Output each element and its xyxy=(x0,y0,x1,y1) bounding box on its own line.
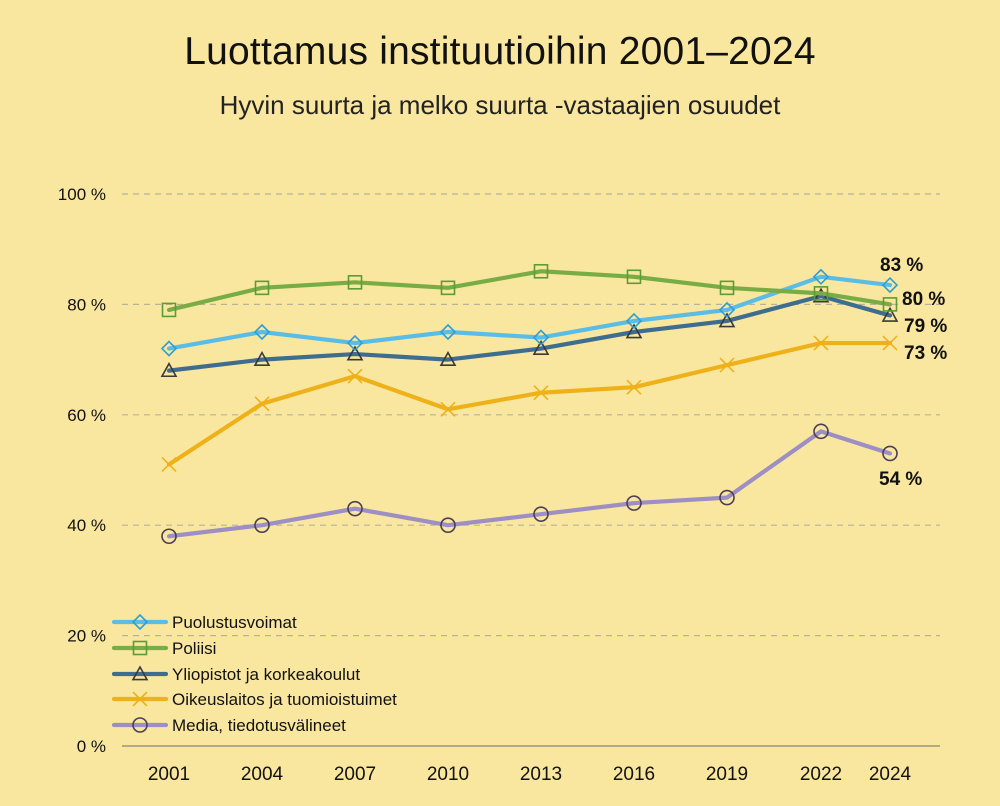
triangle-marker xyxy=(532,339,550,355)
circle-marker xyxy=(347,500,363,517)
y-tick-label: 40 % xyxy=(67,516,106,535)
legend-label: Yliopistot ja korkeakoulut xyxy=(172,665,360,684)
diamond-marker xyxy=(881,276,899,294)
legend-label: Media, tiedotusvälineet xyxy=(172,716,346,735)
diamond-marker xyxy=(718,301,736,319)
x-marker xyxy=(533,385,549,401)
series-4 xyxy=(161,423,898,545)
x-marker xyxy=(161,456,177,473)
end-label: 54 % xyxy=(879,469,922,490)
square-marker xyxy=(132,640,148,656)
x-tick-label: 2024 xyxy=(869,764,912,785)
series-3 xyxy=(161,335,898,473)
circle-marker xyxy=(254,517,270,534)
x-tick-label: 2016 xyxy=(613,764,655,785)
series-line xyxy=(166,294,893,373)
legend: Puolustusvoimat Poliisi Yliopistot ja kork… xyxy=(111,613,397,735)
square-marker xyxy=(626,269,642,285)
diamond-marker xyxy=(253,323,271,341)
circle-marker xyxy=(132,717,148,733)
square-marker xyxy=(440,280,456,296)
x-tick-label: 2013 xyxy=(520,764,562,785)
x-tick-label: 2007 xyxy=(334,764,376,785)
square-marker xyxy=(347,275,363,290)
square-marker xyxy=(813,286,829,301)
triangle-marker xyxy=(881,306,899,322)
diamond-marker xyxy=(532,329,550,346)
x-marker xyxy=(719,357,735,373)
end-label: 73 % xyxy=(904,343,947,364)
legend-item: Puolustusvoimat xyxy=(111,613,297,632)
x-marker xyxy=(254,396,270,412)
end-label: 80 % xyxy=(902,289,945,310)
circle-marker xyxy=(161,528,177,545)
circle-marker xyxy=(719,489,735,506)
y-tick-label: 20 % xyxy=(67,627,106,646)
series-line xyxy=(166,269,893,313)
x-tick-label: 2004 xyxy=(241,764,284,785)
square-marker xyxy=(161,302,177,318)
legend-item: Media, tiedotusvälineet xyxy=(111,716,346,735)
legend-item: Yliopistot ja korkeakoulut xyxy=(111,665,360,684)
legend-label: Puolustusvoimat xyxy=(172,613,297,632)
legend-label: Oikeuslaitos ja tuomioistuimet xyxy=(172,690,397,709)
triangle-marker xyxy=(346,345,364,361)
diamond-marker xyxy=(625,312,643,330)
end-label: 83 % xyxy=(880,255,923,276)
y-tick-label: 0 % xyxy=(77,737,106,756)
triangle-marker xyxy=(718,312,736,328)
square-marker xyxy=(882,297,898,312)
diamond-marker xyxy=(812,268,830,285)
diamond-marker xyxy=(439,323,457,341)
circle-marker xyxy=(813,423,829,440)
diamond-marker xyxy=(346,334,364,352)
series-line xyxy=(166,429,893,539)
circle-marker xyxy=(440,517,456,534)
diamond-marker xyxy=(160,340,178,357)
y-tick-label: 80 % xyxy=(67,295,106,314)
end-label: 79 % xyxy=(904,316,947,337)
square-marker xyxy=(254,280,270,296)
diamond-marker xyxy=(131,613,149,631)
x-marker xyxy=(882,335,898,351)
x-marker xyxy=(347,368,363,384)
square-marker xyxy=(533,263,549,279)
series-1 xyxy=(161,263,898,318)
series-line xyxy=(166,274,893,351)
square-marker xyxy=(719,280,735,296)
x-marker xyxy=(626,379,642,395)
legend-item: Poliisi xyxy=(111,639,216,658)
chart-title: Luottamus instituutioihin 2001–2024 xyxy=(184,30,816,73)
triangle-marker xyxy=(439,350,457,366)
y-tick-label: 60 % xyxy=(67,406,106,425)
chart-subtitle: Hyvin suurta ja melko suurta -vastaajien… xyxy=(219,90,781,120)
end-value-labels: 83 % 80 % 79 % 73 % 54 % xyxy=(879,255,947,490)
series-lines xyxy=(160,263,899,545)
x-axis-tick-labels: 2001 2004 2007 2010 2013 2016 2019 2022 2024 xyxy=(148,764,912,785)
circle-marker xyxy=(626,495,642,511)
circle-marker xyxy=(533,506,549,522)
x-tick-label: 2022 xyxy=(800,764,842,785)
x-tick-label: 2019 xyxy=(706,764,748,785)
series-0 xyxy=(160,268,899,357)
series-line xyxy=(166,340,893,467)
triangle-marker xyxy=(131,665,149,681)
legend-label: Poliisi xyxy=(172,639,216,658)
triangle-marker xyxy=(160,361,178,378)
x-marker xyxy=(132,691,148,707)
triangle-marker xyxy=(253,350,271,366)
x-tick-label: 2010 xyxy=(427,764,469,785)
x-tick-label: 2001 xyxy=(148,764,190,785)
triangle-marker xyxy=(625,323,643,339)
legend-item: Oikeuslaitos ja tuomioistuimet xyxy=(111,690,397,709)
y-axis-tick-labels: 0 % 20 % 40 % 60 % 80 % 100 % xyxy=(58,185,106,756)
x-marker xyxy=(813,335,829,351)
y-tick-label: 100 % xyxy=(58,185,106,204)
circle-marker xyxy=(882,445,898,462)
x-marker xyxy=(440,401,456,417)
